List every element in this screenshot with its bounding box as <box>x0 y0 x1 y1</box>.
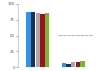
Bar <box>36 13 40 67</box>
Bar <box>40 14 45 67</box>
Bar <box>45 13 49 67</box>
Bar <box>76 62 80 67</box>
Bar <box>80 61 85 67</box>
Bar <box>71 62 76 67</box>
Bar <box>26 12 31 67</box>
Bar <box>62 63 66 67</box>
Bar <box>66 64 71 67</box>
Bar <box>31 12 35 67</box>
